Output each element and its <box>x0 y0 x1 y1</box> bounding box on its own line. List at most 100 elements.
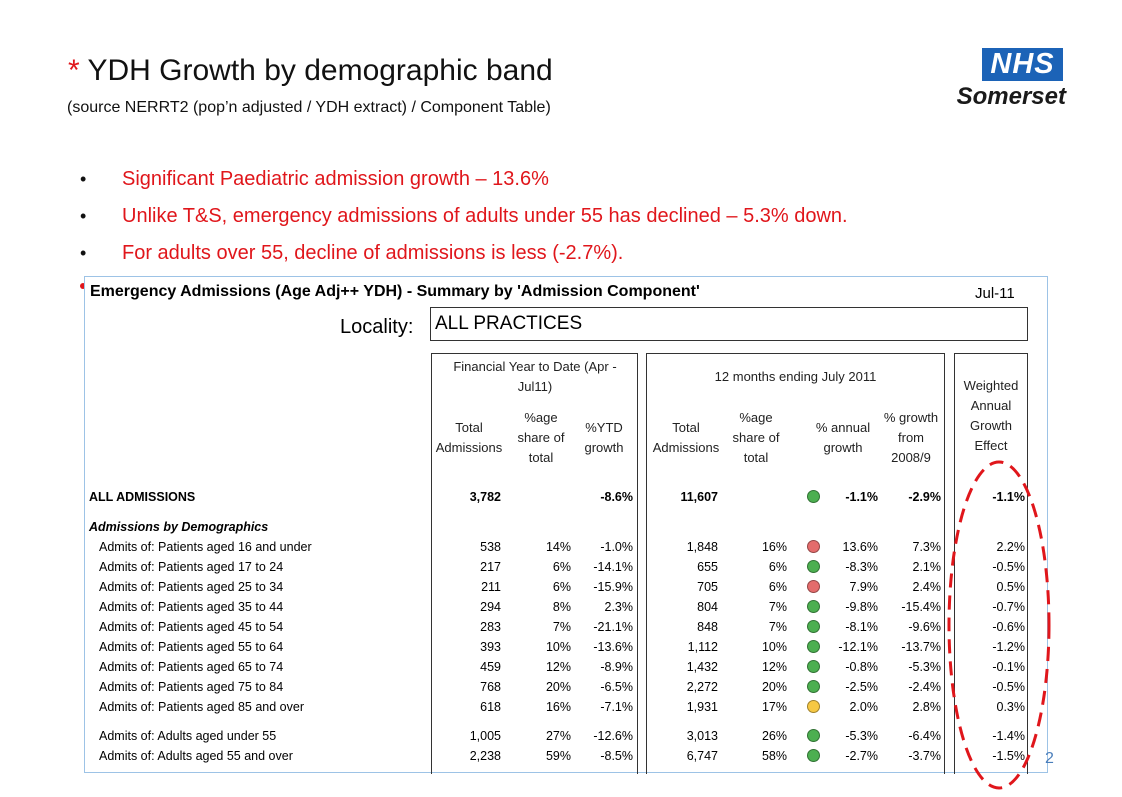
status-light-icon <box>807 729 820 742</box>
cell-total-12m: 655 <box>697 560 718 574</box>
col-header-growth-2008: % growth from 2008/9 <box>883 410 939 465</box>
table-row: Admits of: Patients aged 16 and under 538… <box>85 537 1049 557</box>
row-label: ALL ADMISSIONS <box>89 490 196 504</box>
cell-share-ytd: 20% <box>545 680 571 694</box>
cell-total-ytd: 393 <box>480 640 501 654</box>
locality-value: ALL PRACTICES <box>430 307 1028 341</box>
cell-share-ytd: 10% <box>545 640 571 654</box>
cell-annual-growth: -5.3% <box>845 729 878 743</box>
cell-total-ytd: 211 <box>481 580 501 594</box>
status-light-icon <box>807 560 820 573</box>
locality-label: Locality: <box>340 316 414 338</box>
cell-total-12m: 1,432 <box>686 660 718 674</box>
cell-total-ytd: 459 <box>480 660 501 674</box>
ytd-group-title: Financial Year to Date (Apr - Jul11) <box>453 359 617 394</box>
cell-growth-2008: -3.7% <box>908 749 941 763</box>
cell-total-12m: 1,112 <box>687 640 718 654</box>
cell-share-12m: 6% <box>768 580 787 594</box>
cell-share-12m: 7% <box>768 620 787 634</box>
cell-total-12m: 3,013 <box>686 729 718 743</box>
row-label: Admits of: Patients aged 35 to 44 <box>99 600 284 614</box>
bullet-item: • Unlike T&S, emergency admissions of adu… <box>80 202 848 239</box>
cell-share-ytd: 16% <box>545 700 571 714</box>
cell-total-12m: 11,607 <box>680 490 718 504</box>
cell-ytd-growth: -21.1% <box>593 620 633 634</box>
cell-total-12m: 1,848 <box>686 540 718 554</box>
bullet-dot-icon: • <box>80 243 87 263</box>
row-label: Admits of: Patients aged 55 to 64 <box>99 640 284 654</box>
cell-share-12m: 6% <box>768 560 787 574</box>
slide-subtitle: (source NERRT2 (pop’n adjusted / YDH ext… <box>67 99 551 116</box>
cell-weighted-effect: 0.3% <box>996 700 1026 714</box>
title-star: * <box>68 54 80 87</box>
cell-weighted-effect: -0.5% <box>992 560 1025 574</box>
cell-growth-2008: -6.4% <box>908 729 941 743</box>
bullet-dot-icon: • <box>80 206 87 226</box>
cell-share-ytd: 59% <box>545 749 571 763</box>
twelve-month-group-box <box>646 353 945 774</box>
bullet-item: • Significant Paediatric admission growth… <box>80 165 848 202</box>
col-header-annual-growth: % annual growth <box>815 420 871 455</box>
cell-share-ytd: 7% <box>552 620 571 634</box>
row-label: Admits of: Patients aged 17 to 24 <box>99 560 284 574</box>
cell-growth-2008: -2.4% <box>908 680 941 694</box>
cell-total-12m: 6,747 <box>686 749 718 763</box>
status-light-icon <box>807 680 820 693</box>
table-row: Admits of: Patients aged 35 to 44 294 8% 2.… <box>85 597 1049 617</box>
status-light-icon <box>807 490 820 503</box>
cell-annual-growth: -2.5% <box>845 680 878 694</box>
cell-total-ytd: 294 <box>480 600 501 614</box>
twelve-month-group-title: 12 months ending July 2011 <box>714 369 877 384</box>
cell-share-ytd: 27% <box>545 729 571 743</box>
cell-growth-2008: -15.4% <box>901 600 941 614</box>
cell-weighted-effect: -0.5% <box>992 680 1025 694</box>
table-row: Admits of: Patients aged 85 and over 618 1… <box>85 697 1049 717</box>
cell-weighted-effect: -0.6% <box>992 620 1025 634</box>
cell-growth-2008: 2.1% <box>912 560 942 574</box>
cell-weighted-effect: -1.1% <box>992 490 1025 504</box>
cell-total-ytd: 3,782 <box>469 490 501 504</box>
cell-annual-growth: -1.1% <box>845 490 878 504</box>
row-label: Admits of: Patients aged 16 and under <box>99 540 312 554</box>
cell-weighted-effect: -1.5% <box>992 749 1025 763</box>
cell-share-12m: 58% <box>761 749 787 763</box>
row-label: Admits of: Patients aged 45 to 54 <box>99 620 284 634</box>
cell-annual-growth: -8.1% <box>845 620 878 634</box>
cell-share-12m: 10% <box>761 640 787 654</box>
cell-total-ytd: 1,005 <box>469 729 501 743</box>
cell-annual-growth: -9.8% <box>845 600 878 614</box>
col-header-total-12m: Total Admissions <box>652 420 720 455</box>
cell-share-12m: 16% <box>761 540 787 554</box>
cell-share-ytd: 6% <box>552 560 571 574</box>
cell-total-12m: 705 <box>697 580 718 594</box>
row-label: Admits of: Patients aged 65 to 74 <box>99 660 284 674</box>
red-dot-marker <box>80 283 86 289</box>
status-light-icon <box>807 640 820 653</box>
cell-ytd-growth: -12.6% <box>593 729 633 743</box>
row-label: Admits of: Patients aged 25 to 34 <box>99 580 284 594</box>
cell-growth-2008: 2.4% <box>912 580 942 594</box>
table-date: Jul-11 <box>975 285 1015 302</box>
cell-total-ytd: 217 <box>480 560 501 574</box>
row-label: Admissions by Demographics <box>89 520 269 534</box>
table-row: Admits of: Adults aged under 55 1,005 27% -… <box>85 726 1049 746</box>
slide-title: * YDH Growth by demographic band <box>68 54 553 88</box>
cell-ytd-growth: -1.0% <box>600 540 633 554</box>
cell-ytd-growth: -15.9% <box>593 580 633 594</box>
cell-annual-growth: -12.1% <box>838 640 878 654</box>
cell-weighted-effect: -0.1% <box>992 660 1025 674</box>
status-light-icon <box>807 580 820 593</box>
table-row: Admissions by Demographics <box>85 517 1049 537</box>
table-row: ALL ADMISSIONS 3,782 -8.6% 11,607 -1.1% -2.9%… <box>85 487 1049 507</box>
cell-annual-growth: 13.6% <box>842 540 878 554</box>
cell-annual-growth: 7.9% <box>849 580 879 594</box>
title-text: YDH Growth by demographic band <box>87 54 553 87</box>
cell-weighted-effect: -0.7% <box>992 600 1025 614</box>
cell-share-12m: 12% <box>761 660 787 674</box>
cell-annual-growth: -8.3% <box>845 560 878 574</box>
cell-share-12m: 20% <box>761 680 787 694</box>
cell-weighted-effect: 0.5% <box>996 580 1026 594</box>
col-header-share-ytd: %age share of total <box>517 410 565 465</box>
cell-annual-growth: 2.0% <box>849 700 879 714</box>
table-title: Emergency Admissions (Age Adj++ YDH) - S… <box>90 283 700 300</box>
